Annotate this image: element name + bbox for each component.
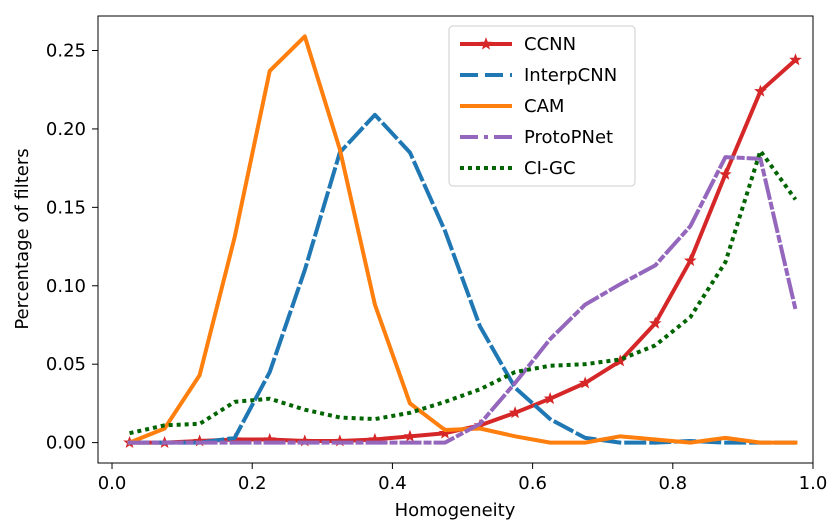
y-tick-label: 0.10 bbox=[46, 276, 86, 297]
data-point-ccnn bbox=[403, 429, 417, 442]
data-point-ccnn bbox=[754, 84, 767, 97]
ticks-layer: 0.0 0.2 0.4 0.6 0.8 1.0 0.00 0.05 0.10 0.15 0.20 0.… bbox=[46, 41, 827, 494]
x-tick-label: 0.6 bbox=[518, 473, 547, 494]
legend-box bbox=[448, 25, 636, 187]
legend-item-cam: CAM bbox=[460, 96, 564, 117]
y-tick-label: 0.20 bbox=[46, 119, 86, 140]
legend-item-ccnn: CCNN bbox=[460, 34, 576, 55]
y-tick-label: 0.15 bbox=[46, 197, 86, 218]
data-point-ccnn bbox=[508, 406, 522, 419]
data-point-ccnn bbox=[789, 53, 802, 66]
series-line-cam bbox=[126, 34, 798, 446]
data-point-ccnn bbox=[578, 376, 592, 389]
y-tick-label: 0.25 bbox=[46, 41, 86, 62]
x-tick-label: 1.0 bbox=[799, 473, 828, 494]
legend-label-protopnet: ProtoPNet bbox=[524, 127, 613, 148]
legend-item-protopnet: ProtoPNet bbox=[460, 127, 613, 148]
x-tick-label: 0.0 bbox=[98, 473, 127, 494]
x-axis-title: Homogeneity bbox=[395, 500, 516, 521]
legend-label-ccnn: CCNN bbox=[524, 34, 576, 55]
data-point-ccnn bbox=[684, 254, 697, 267]
x-tick-label: 0.2 bbox=[238, 473, 267, 494]
legend-label-interpcnn: InterpCNN bbox=[524, 65, 617, 86]
series-line-protopnet bbox=[127, 155, 798, 445]
legend-label-ci-gc: CI-GC bbox=[524, 158, 576, 179]
series-layer bbox=[123, 34, 802, 448]
y-axis-title: Percentage of filters bbox=[12, 148, 33, 329]
legend-item-interpcnn: InterpCNN bbox=[460, 65, 617, 86]
series-cam bbox=[126, 34, 798, 446]
legend: CCNN InterpCNN CAM ProtoPNet CI-GC bbox=[448, 25, 636, 187]
x-tick-label: 0.4 bbox=[378, 473, 407, 494]
y-tick-label: 0.00 bbox=[46, 433, 86, 454]
legend-marker-ccnn bbox=[479, 37, 493, 50]
y-tick-label: 0.05 bbox=[46, 354, 86, 375]
x-tick-label: 0.8 bbox=[658, 473, 687, 494]
series-ci-gc bbox=[129, 148, 798, 436]
data-point-ccnn bbox=[719, 167, 732, 180]
series-line-ci-gc bbox=[129, 148, 798, 436]
data-point-ccnn bbox=[648, 316, 662, 329]
plot-frame bbox=[97, 15, 814, 464]
legend-label-cam: CAM bbox=[524, 96, 564, 117]
series-protopnet bbox=[127, 155, 798, 445]
legend-items: CCNN InterpCNN CAM ProtoPNet CI-GC bbox=[460, 34, 617, 179]
data-point-ccnn bbox=[543, 392, 557, 405]
legend-item-ci-gc: CI-GC bbox=[460, 158, 576, 179]
